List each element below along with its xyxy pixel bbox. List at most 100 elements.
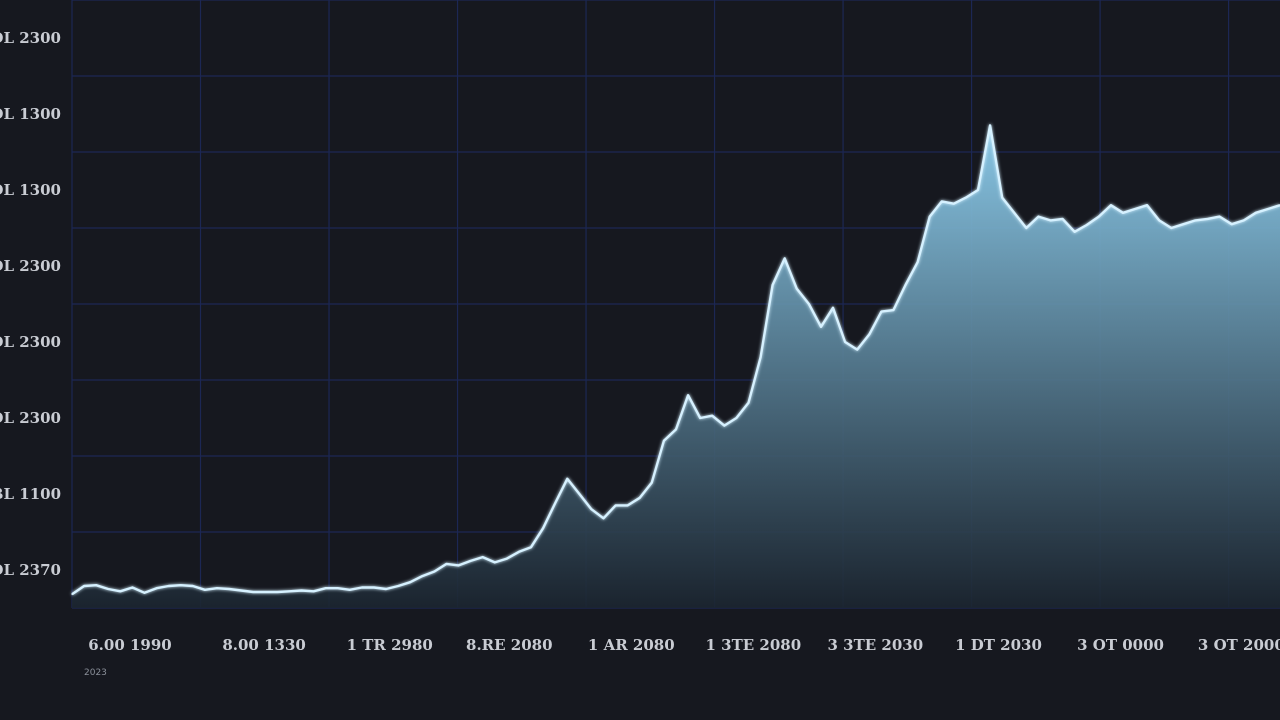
data-point <box>409 581 411 583</box>
data-point <box>1062 218 1064 220</box>
data-point <box>808 303 810 305</box>
data-point <box>832 307 834 309</box>
data-point <box>228 588 230 590</box>
data-point <box>627 504 629 506</box>
data-point <box>349 589 351 591</box>
data-point <box>760 356 762 358</box>
area-fill <box>72 125 1280 609</box>
x-tick-label: 3 3TE 2030 <box>827 636 923 654</box>
data-point <box>1025 227 1027 229</box>
y-tick-label: DBL 1100 <box>0 485 61 503</box>
x-tick-label: 1 AR 2080 <box>588 636 675 654</box>
data-point <box>373 586 375 589</box>
data-point <box>639 497 641 499</box>
y-tick-label: EOL 2300 <box>0 29 61 47</box>
data-point <box>929 216 931 218</box>
data-point <box>723 425 725 427</box>
data-point <box>1158 219 1160 221</box>
data-point <box>482 556 484 558</box>
data-point <box>1255 212 1257 214</box>
data-point <box>83 585 85 587</box>
data-point <box>663 440 665 442</box>
data-point <box>747 402 750 404</box>
data-point <box>880 311 883 313</box>
data-point <box>977 189 979 191</box>
data-point <box>264 591 266 593</box>
x-tick-label: 3 OT 2000 <box>1198 636 1280 654</box>
data-point <box>542 527 544 529</box>
data-point <box>397 585 399 587</box>
data-point <box>772 284 774 286</box>
data-point <box>204 589 206 591</box>
x-axis-ticks: 6.00 1990 8.00 1330 1 TR 2980 8.RE 2080 1 AR… <box>88 636 1280 654</box>
data-point <box>856 349 858 351</box>
data-point <box>300 589 303 592</box>
data-point <box>180 584 182 586</box>
data-point <box>917 261 919 263</box>
data-point <box>675 428 677 430</box>
data-point <box>1182 223 1184 225</box>
data-point <box>868 333 870 335</box>
data-point <box>711 415 713 417</box>
data-point <box>1110 204 1112 206</box>
data-point <box>1074 231 1076 233</box>
data-point <box>494 561 496 564</box>
data-point <box>602 517 605 519</box>
data-point <box>1194 219 1196 221</box>
data-point <box>1134 208 1136 210</box>
data-point <box>892 309 895 311</box>
y-tick-label: BOL 2300 <box>0 409 61 427</box>
data-point <box>904 284 907 286</box>
data-point <box>361 586 363 589</box>
data-point <box>820 326 822 328</box>
data-point <box>313 590 315 592</box>
data-point <box>1206 218 1209 220</box>
data-point <box>1219 216 1221 218</box>
data-point <box>1243 219 1245 221</box>
data-point <box>1231 223 1233 225</box>
data-point <box>518 551 520 553</box>
data-point <box>1170 227 1172 229</box>
data-point <box>421 575 423 577</box>
data-point <box>1001 197 1003 199</box>
data-point <box>784 257 786 259</box>
y-tick-label: TOL 1300 <box>0 181 61 199</box>
data-point <box>615 504 617 506</box>
data-point <box>1037 216 1039 218</box>
data-point <box>168 585 170 587</box>
x-tick-label: 8.00 1330 <box>222 636 306 654</box>
y-tick-label: BOL 2370 <box>0 561 61 579</box>
data-point <box>252 591 254 593</box>
data-point <box>240 589 242 592</box>
data-point <box>735 417 738 419</box>
x-tick-label: 1 DT 2030 <box>955 636 1042 654</box>
data-point <box>1086 224 1088 226</box>
x-tick-label: 1 3TE 2080 <box>705 636 801 654</box>
data-point <box>71 593 73 595</box>
data-point <box>445 563 448 565</box>
data-point <box>953 203 955 205</box>
data-point <box>989 124 991 126</box>
y-tick-label: TOL 2300 <box>0 257 61 275</box>
data-point <box>566 478 568 480</box>
data-point <box>1122 212 1124 214</box>
data-point <box>1013 212 1015 214</box>
data-point <box>844 341 846 343</box>
data-point <box>143 592 146 594</box>
y-tick-label: BOL 2300 <box>0 333 61 351</box>
data-point <box>554 502 556 504</box>
data-point <box>119 590 121 592</box>
data-point <box>288 590 290 592</box>
x-tick-label: 6.00 1990 <box>88 636 172 654</box>
x-tick-label: 1 TR 2980 <box>347 636 433 654</box>
data-point <box>1049 219 1052 221</box>
data-point <box>687 394 689 396</box>
data-point <box>325 587 327 589</box>
data-point <box>216 587 218 589</box>
data-point <box>796 288 798 290</box>
data-point <box>131 586 133 589</box>
data-point <box>192 585 194 587</box>
data-point <box>506 558 508 560</box>
